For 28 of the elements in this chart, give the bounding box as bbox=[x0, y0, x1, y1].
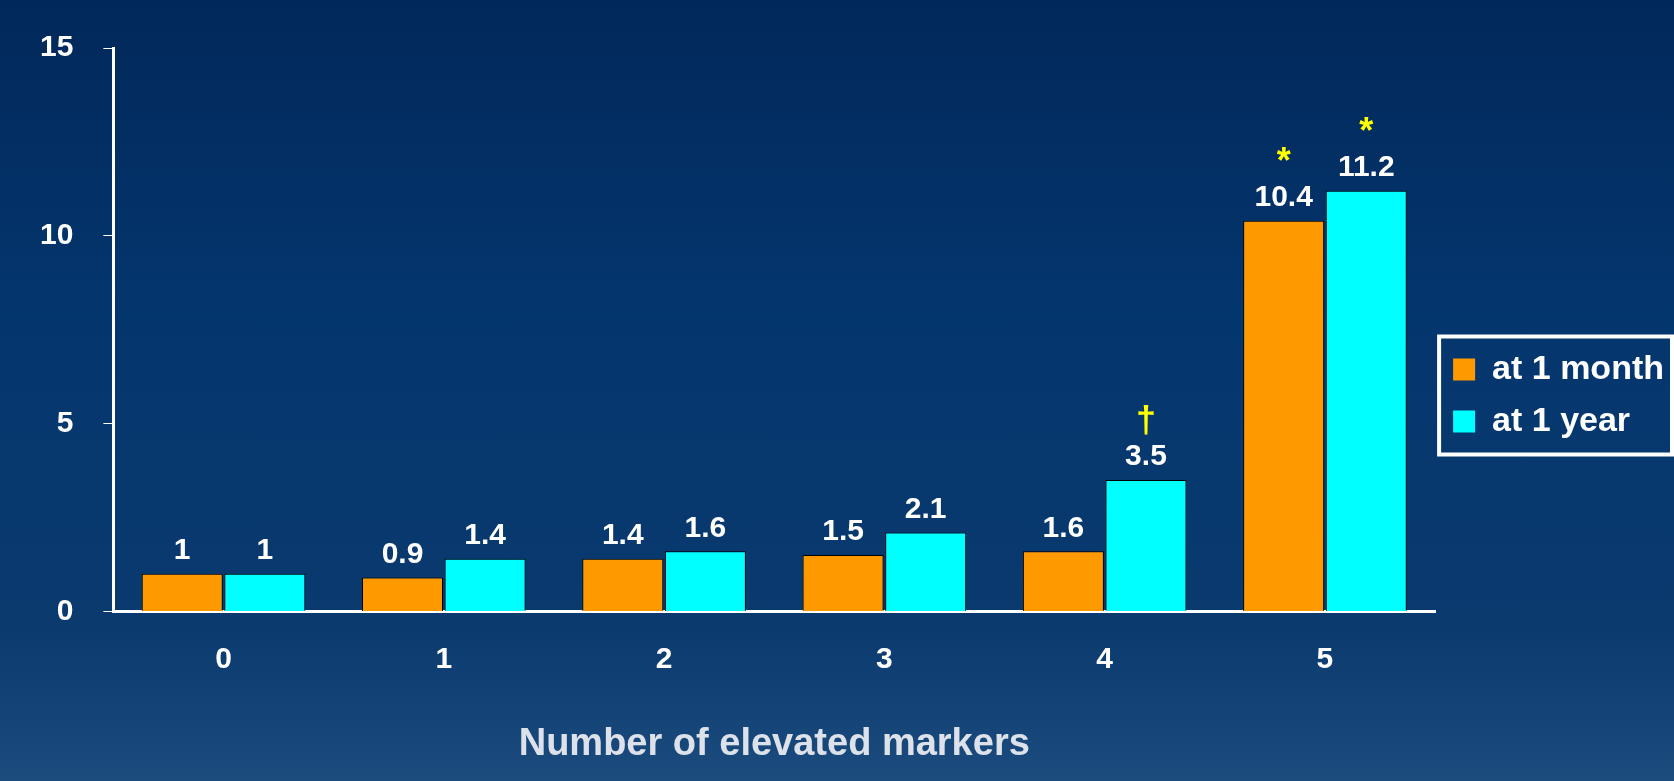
y-tick-label: 10 bbox=[39, 217, 74, 251]
data-label: 1 bbox=[173, 532, 191, 566]
data-label: 1.6 bbox=[1042, 509, 1085, 543]
data-label: 10.4 bbox=[1254, 179, 1314, 213]
x-tick-label: 3 bbox=[876, 640, 893, 674]
data-label: 1.4 bbox=[464, 517, 507, 551]
annotation: * bbox=[1359, 109, 1374, 151]
y-tick-label: 15 bbox=[39, 29, 74, 63]
legend-label: at 1 month bbox=[1492, 347, 1665, 386]
data-label: 0.9 bbox=[381, 535, 424, 569]
x-tick-label: 5 bbox=[1316, 640, 1334, 674]
y-tick-label: 0 bbox=[56, 592, 74, 626]
data-label: 1.5 bbox=[822, 513, 864, 547]
data-label: 3.5 bbox=[1125, 438, 1167, 472]
x-axis-title: Number of elevated markers bbox=[518, 720, 1030, 763]
annotation: † bbox=[1135, 398, 1156, 440]
x-tick-label: 1 bbox=[435, 640, 453, 674]
y-tick-label: 5 bbox=[56, 404, 74, 438]
data-label: 11.2 bbox=[1337, 148, 1395, 182]
data-label: 2.1 bbox=[904, 490, 947, 524]
data-label: 1.6 bbox=[684, 509, 727, 543]
data-label: 1.4 bbox=[601, 517, 644, 551]
x-tick-label: 4 bbox=[1096, 640, 1114, 674]
x-tick-label: 0 bbox=[215, 640, 232, 674]
annotation: * bbox=[1276, 139, 1291, 181]
x-tick-label: 2 bbox=[655, 640, 673, 674]
legend-label: at 1 year bbox=[1492, 399, 1631, 438]
data-label: 1 bbox=[256, 532, 274, 566]
